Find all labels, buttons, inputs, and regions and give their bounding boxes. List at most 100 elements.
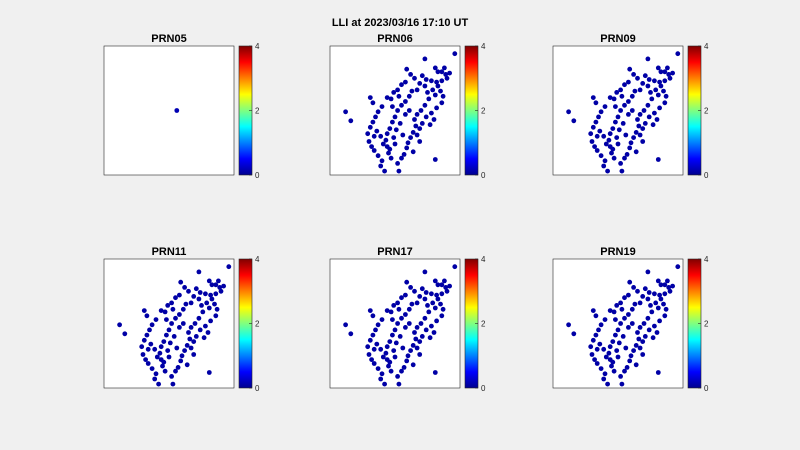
colorbar-tick-label: 2 [255,107,260,116]
data-point [633,343,639,348]
data-point [404,145,410,151]
panel-title: PRN11 [152,246,187,258]
data-point [422,315,428,321]
data-point [427,335,433,341]
data-point [589,352,595,357]
data-point [590,124,596,130]
data-point [387,126,393,131]
data-point [642,73,648,79]
data-point [400,132,406,138]
data-point [417,81,423,86]
data-point [635,288,640,294]
data-point [410,149,416,155]
data-point [566,109,571,115]
data-point [652,291,657,297]
data-point [171,334,177,339]
data-point [635,117,640,122]
data-point [391,348,397,353]
data-point [653,300,659,306]
axes-box [329,258,461,389]
data-point [675,51,681,57]
data-point [432,305,438,311]
data-point [375,322,381,328]
data-point [641,108,647,113]
data-point [399,368,404,374]
data-point [444,288,450,294]
data-point [663,93,669,99]
data-point [597,128,603,134]
panel-prn11: PRN11 0 2 4 [103,246,260,393]
data-point [601,376,607,382]
data-point [369,357,374,362]
data-point [367,95,373,100]
data-point [403,312,408,317]
data-point [379,104,385,109]
data-point [628,140,634,146]
data-point [390,104,395,109]
data-point [158,308,164,313]
data-point [443,72,449,77]
data-point [628,353,634,359]
data-point [432,65,438,71]
data-point [193,334,199,339]
data-point [663,306,669,312]
data-point [618,108,623,113]
data-point [588,131,594,137]
data-point [655,305,661,311]
data-point [153,317,159,322]
data-point [390,317,395,322]
data-point [440,306,446,312]
data-point [370,119,376,125]
data-point [375,366,381,371]
data-point [442,278,447,284]
data-point [435,83,441,89]
data-point [400,345,406,351]
data-point [594,346,600,352]
data-point [589,139,595,144]
data-point [597,341,603,347]
panel-title: PRN19 [600,246,635,258]
data-point [149,322,155,328]
data-point [164,317,169,322]
data-point [622,155,627,161]
data-point [616,340,622,346]
data-point [170,306,176,312]
data-point [662,69,668,75]
data-point [657,318,662,324]
data-point [614,348,620,353]
data-point [169,374,175,379]
data-point [382,168,387,174]
data-point [182,285,188,290]
data-point [419,73,425,79]
data-point [655,65,661,71]
data-point [622,368,627,374]
data-point [197,290,203,295]
data-point [174,108,180,113]
colorbar-tick-label: 0 [481,384,486,393]
data-point [371,346,377,352]
data-point [191,339,197,344]
data-point [399,102,404,108]
data-point [434,292,439,298]
data-point [649,96,655,102]
data-point [117,322,122,328]
data-point [206,370,212,375]
data-point [429,323,434,329]
data-point [439,291,445,297]
data-point [439,100,445,106]
data-point [401,365,407,370]
data-point [408,348,413,353]
data-point [399,315,404,321]
data-point [423,327,429,333]
data-point [618,161,623,166]
data-point [401,152,407,157]
data-point [375,109,381,115]
data-point [166,354,172,360]
data-point [622,295,627,301]
data-point [405,353,411,359]
data-point [434,105,439,111]
data-point [417,294,423,299]
data-point [166,327,172,333]
data-point [606,350,612,356]
data-point [413,336,419,342]
